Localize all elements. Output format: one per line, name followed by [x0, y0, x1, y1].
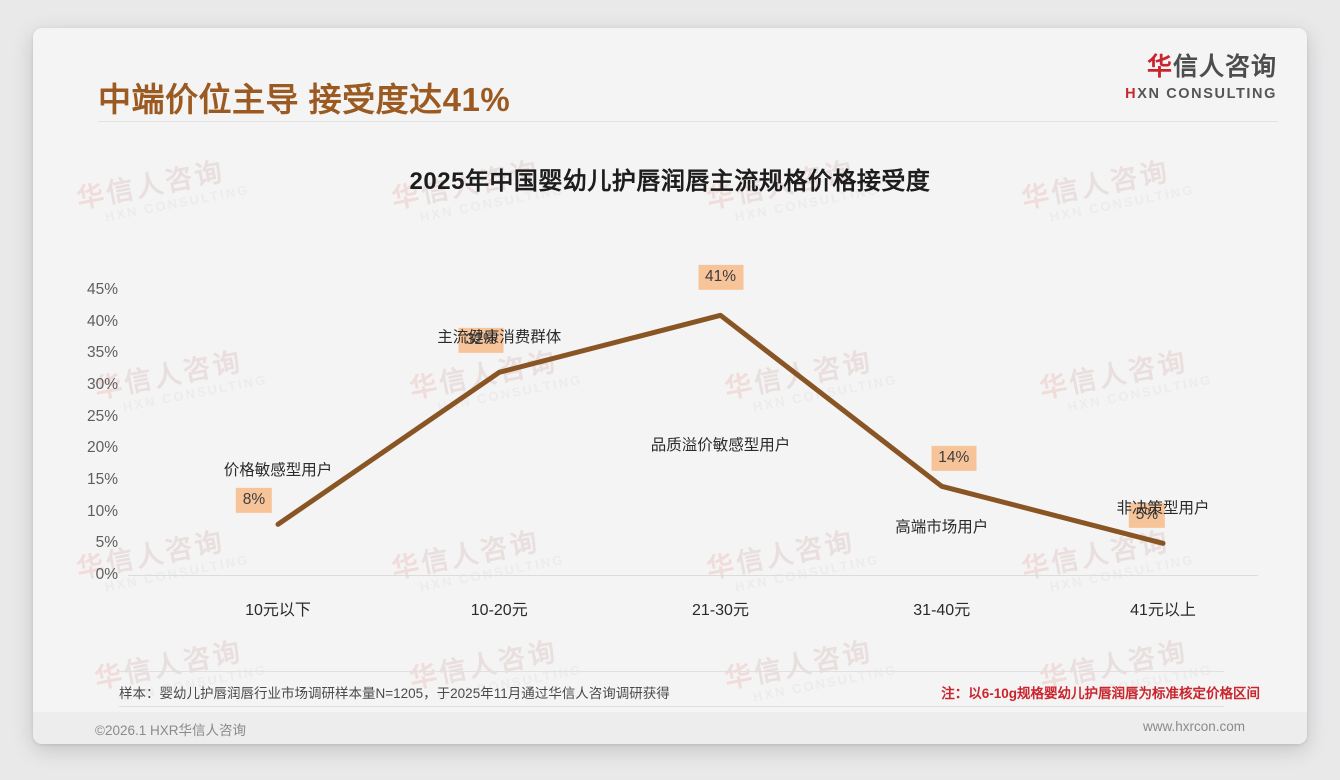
x-axis-line	[128, 575, 1258, 576]
slide-canvas: 华信人咨询 HXN CONSULTING 华信人咨询 HXN CONSULTING 华信…	[33, 28, 1307, 744]
website-text: www.hxrcon.com	[1142, 719, 1245, 734]
x-axis-tick-label: 41元以上	[1130, 602, 1196, 619]
y-axis-tick-label: 25%	[86, 407, 118, 425]
y-axis-tick-label: 45%	[86, 281, 118, 298]
data-point-label: 14%	[931, 446, 977, 471]
footer-bar: ©2026.1 HXR华信人咨询 www.hxrcon.com	[33, 712, 1307, 744]
y-axis-tick-label: 10%	[86, 502, 118, 520]
brand-logo-en: HXN CONSULTING	[1125, 87, 1277, 102]
y-axis-tick-label: 30%	[86, 376, 118, 393]
line-chart: 0% 5% 10% 15% 20% 25% 30% 35% 40% 45% 10元以下 10-20元…	[33, 28, 1307, 744]
slide-header: 中端价位主导 接受度达41% 华信人咨询 HXN CONSULTING	[33, 28, 1307, 123]
segment-annotation: 高端市场用户	[895, 518, 989, 536]
x-axis-tick-label: 21-30元	[692, 602, 749, 619]
remark-note: 注：以6-10g规格婴幼儿护唇润唇为标准核定价格区间	[941, 686, 1260, 701]
x-axis-tick-label: 10元以下	[245, 602, 311, 619]
brand-logo-en-mark: H	[1125, 86, 1138, 102]
y-axis-tick-label: 40%	[86, 312, 118, 330]
y-axis-tick-label: 20%	[86, 439, 118, 457]
y-axis-tick-label: 5%	[95, 534, 118, 552]
footnote-divider-bottom	[119, 706, 1224, 707]
x-axis-tick-label: 10-20元	[470, 602, 528, 619]
brand-logo-en-rest: XN CONSULTING	[1137, 86, 1277, 102]
chart-plot-svg	[275, 312, 1166, 546]
brand-logo-cn: 华信人咨询	[1125, 55, 1277, 80]
y-axis-tick-label: 35%	[86, 344, 118, 362]
series-line-path	[275, 312, 1166, 546]
footnote-divider-top	[119, 671, 1224, 672]
slide-title: 中端价位主导 接受度达41%	[98, 81, 511, 118]
segment-annotation: 非决策型用户	[1116, 499, 1210, 517]
brand-logo-cn-mark: 华	[1146, 53, 1173, 81]
data-point-label: 41%	[697, 265, 744, 290]
sample-note: 样本：婴幼儿护唇润唇行业市场调研样本量N=1205，于2025年11月通过华信人…	[119, 686, 670, 701]
y-axis-tick-label: 15%	[86, 471, 118, 488]
copyright-text: ©2026.1 HXR华信人咨询	[95, 723, 246, 738]
y-axis-tick-label: 0%	[95, 566, 118, 583]
y-axis: 0% 5% 10% 15% 20% 25% 30% 35% 40% 45%	[53, 28, 118, 744]
brand-logo-cn-rest: 信人咨询	[1172, 53, 1277, 81]
header-divider	[98, 121, 1278, 122]
data-point-label: 5%	[1128, 503, 1166, 528]
brand-logo: 华信人咨询 HXN CONSULTING	[1125, 55, 1277, 102]
x-axis-tick-label: 31-40元	[913, 602, 971, 619]
data-point-label: 8%	[235, 488, 273, 513]
chart-title: 2025年中国婴幼儿护唇润唇主流规格价格接受度	[409, 168, 931, 195]
segment-annotation: 价格敏感型用户	[223, 461, 333, 479]
segment-annotation: 品质溢价敏感型用户	[650, 436, 791, 454]
data-point-label: 32%	[458, 328, 504, 353]
segment-annotation: 主流健康消费群体	[437, 328, 562, 346]
